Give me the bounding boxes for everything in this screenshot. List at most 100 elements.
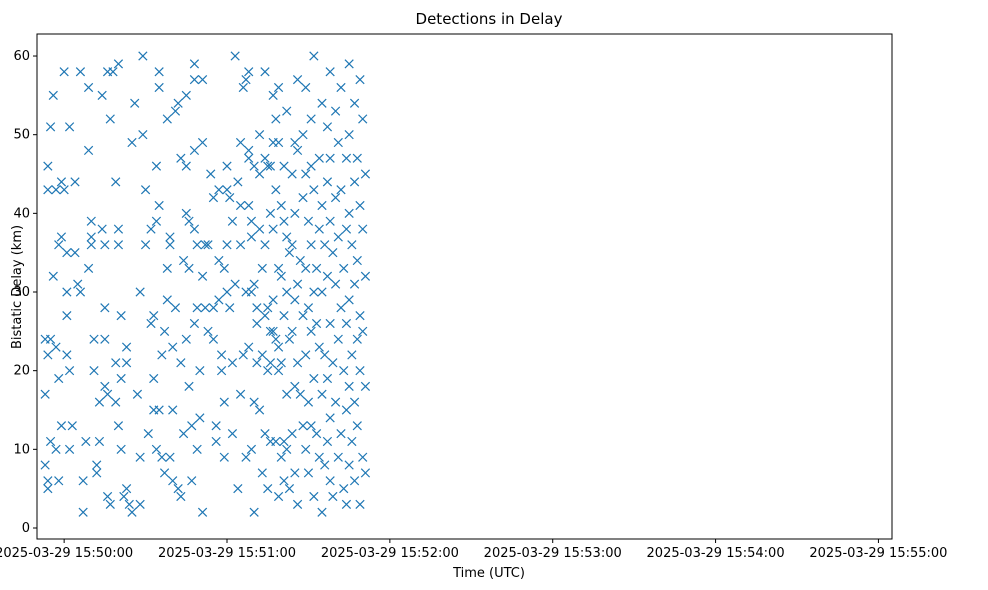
data-point-marker [360,271,371,281]
data-point-marker [301,169,311,179]
data-point-marker [62,287,72,297]
data-point-marker [328,491,338,502]
data-point-marker [162,263,172,274]
data-point-marker [336,428,346,439]
data-point-marker [322,373,333,384]
data-point-marker [43,161,53,171]
data-point-marker [43,350,53,360]
x-tick-label: 2025-03-29 15:53:00 [484,546,622,561]
data-point-marker [252,318,262,329]
data-point-marker [195,366,205,376]
data-point-marker [298,421,308,431]
data-point-marker [151,161,162,171]
data-point-marker [290,137,300,148]
data-point-marker [325,153,335,163]
data-point-marker [282,389,292,399]
data-point-marker [184,263,194,274]
data-point-marker [339,263,349,274]
data-point-marker [154,405,164,415]
data-point-marker [157,350,167,360]
data-point-marker [276,358,286,368]
data-point-marker [130,98,140,108]
data-point-marker [203,240,213,250]
data-point-marker [197,271,208,281]
data-point-marker [344,208,354,218]
data-point-marker [154,200,164,211]
data-point-marker [273,366,284,376]
data-point-marker [265,161,276,171]
data-point-marker [295,389,305,399]
data-point-marker [48,271,58,281]
data-point-marker [322,271,333,281]
data-point-marker [254,130,265,140]
data-point-marker [290,381,300,392]
data-point-marker [306,240,316,250]
data-point-marker [292,74,303,85]
data-point-marker [208,303,219,313]
data-point-marker [241,74,251,85]
data-point-marker [121,358,132,368]
data-point-marker [344,381,354,392]
data-point-marker [54,476,64,486]
data-point-marker [292,145,303,156]
y-tick-label: 30 [13,285,30,300]
data-point-marker [317,507,327,517]
y-tick-label: 40 [13,206,30,221]
x-tick-label: 2025-03-29 15:55:00 [809,546,947,561]
data-point-marker [287,326,297,336]
data-point-marker [265,208,276,218]
data-point-marker [214,255,224,266]
data-point-marker [135,287,145,297]
data-point-marker [173,484,183,494]
data-point-marker [271,185,281,195]
data-point-marker [89,366,99,376]
data-point-marker [81,436,91,447]
data-point-marker [214,185,224,195]
data-point-marker [282,232,292,242]
data-point-marker [317,389,327,399]
data-point-marker [336,303,346,313]
data-point-marker [349,397,360,407]
data-point-marker [344,460,354,470]
data-point-marker [330,192,341,203]
data-point-marker [208,192,219,203]
data-point-marker [157,452,167,462]
data-point-marker [100,334,110,344]
data-point-marker [246,216,257,226]
data-point-marker [178,255,189,266]
data-point-marker [216,366,227,376]
data-point-marker [328,358,338,368]
data-point-marker [355,74,365,85]
data-point-marker [203,326,213,336]
data-point-marker [211,421,221,431]
data-point-marker [311,318,322,329]
data-point-marker [113,421,124,431]
data-point-marker [314,452,324,462]
data-point-marker [290,208,300,218]
data-point-marker [273,137,284,148]
data-point-marker [244,342,254,352]
data-point-marker [257,468,267,478]
data-point-marker [206,169,216,179]
data-point-marker [43,484,53,494]
data-point-marker [105,114,115,124]
data-point-marker [325,476,335,486]
data-point-marker [314,224,324,234]
data-point-marker [339,366,349,376]
data-point-marker [73,279,83,289]
data-point-marker [173,98,183,108]
data-point-marker [263,484,273,494]
data-point-marker [298,130,308,140]
data-point-marker [273,263,284,274]
data-point-marker [146,224,156,234]
data-point-marker [135,499,145,510]
data-point-marker [282,287,292,297]
x-tick-label: 2025-03-29 15:51:00 [158,546,296,561]
data-point-marker [138,130,148,140]
data-point-marker [263,366,273,376]
data-point-marker [301,263,311,274]
data-point-marker [184,381,194,392]
data-point-marker [325,216,335,226]
data-point-marker [260,310,270,321]
data-point-marker [168,342,178,352]
